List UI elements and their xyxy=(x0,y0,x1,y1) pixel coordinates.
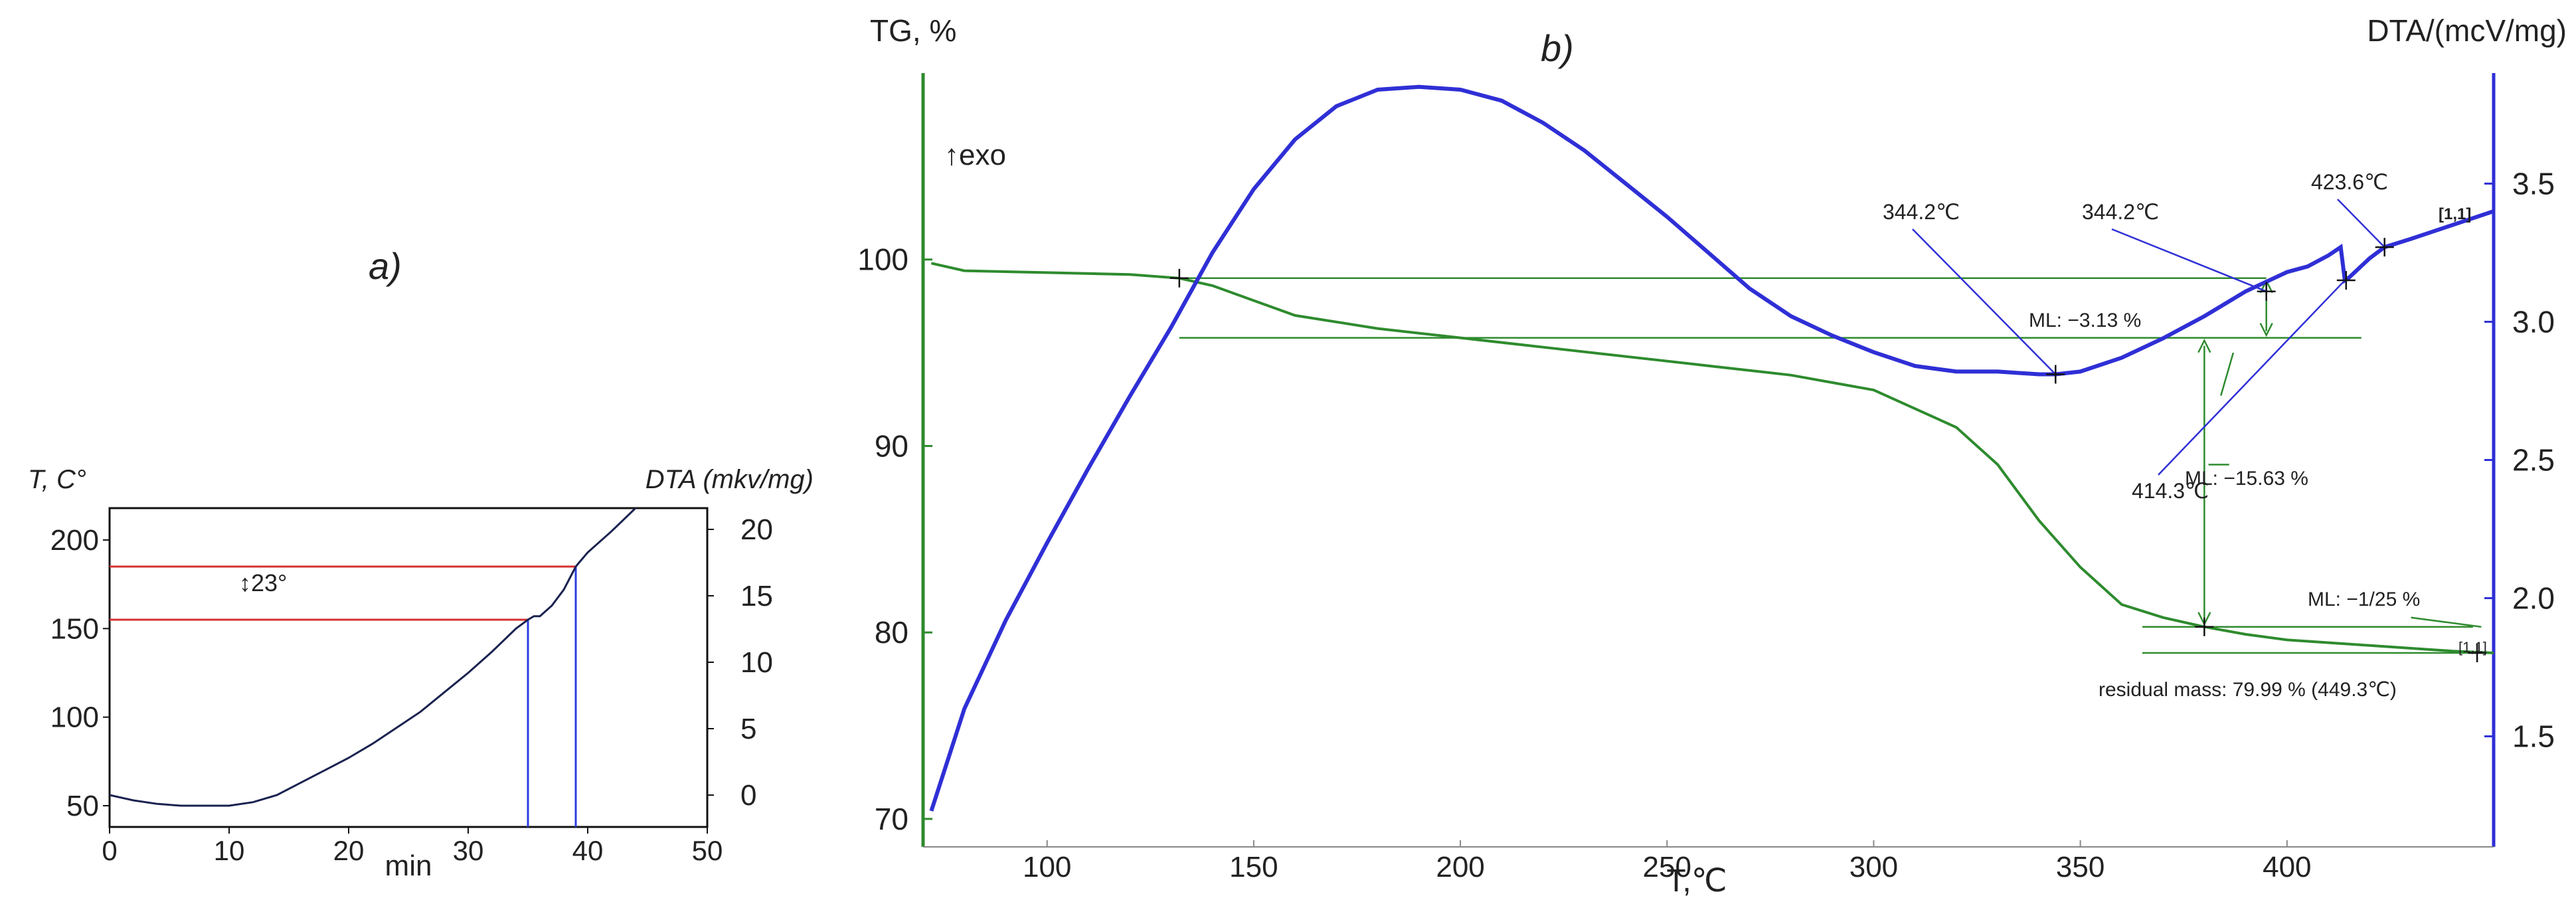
panel-a-label: a) xyxy=(369,245,402,287)
y2-tick-label: 3.5 xyxy=(2512,166,2555,201)
x-tick-label: 50 xyxy=(692,835,723,866)
annotation-bracket-tg: [1,1] xyxy=(2458,639,2487,656)
panel-a-left-axis-title: T, C° xyxy=(28,465,86,494)
x-tick-label: 100 xyxy=(1023,851,1071,883)
annotation-bracket-dta: [1,1] xyxy=(2439,205,2471,223)
x-tick-label: 20 xyxy=(333,835,365,866)
annotation-residual-mass: residual mass: 79.99 % (449.3℃) xyxy=(2099,679,2397,701)
y-tick-label: 70 xyxy=(875,802,908,836)
panel-a-x-ticks: 0 10 20 30 40 50 xyxy=(102,827,723,866)
panel-a-y-ticks: 50 100 150 200 xyxy=(50,524,110,822)
panel-b-tg-curve xyxy=(930,262,2494,654)
panel-b-left-axis-title: TG, % xyxy=(870,13,956,48)
y2-tick-label: 2.0 xyxy=(2512,581,2555,616)
y2-tick-label: 1.5 xyxy=(2512,719,2555,754)
panel-b-y-ticks: 70 80 90 100 xyxy=(857,242,932,836)
annotation-leader xyxy=(2158,280,2346,476)
annotation-423: 423.6℃ xyxy=(2311,170,2388,194)
y-tick-label: 150 xyxy=(50,612,99,645)
annotation-leader xyxy=(2337,199,2385,248)
x-tick-label: 250 xyxy=(1643,851,1691,883)
x-tick-label: 0 xyxy=(102,835,117,866)
panel-b-chart: TG, % b) DTA/(mcV/mg) ↑exo 100 150 200 250 3… xyxy=(857,13,2567,899)
panel-a-reference-lines xyxy=(110,565,576,621)
x-tick-label: 150 xyxy=(1229,851,1278,883)
panel-a-right-axis-title: DTA (mkv/mg) xyxy=(645,465,814,494)
y2-tick-label: 5 xyxy=(740,713,756,745)
panel-a-y2-ticks: 0 5 10 15 20 xyxy=(707,513,773,812)
panel-b-y2-ticks: 1.5 2.0 2.5 3.0 3.5 xyxy=(2484,166,2555,754)
panel-b-exo-label: ↑exo xyxy=(944,139,1006,171)
ml-arrow-head xyxy=(2259,323,2273,337)
y2-tick-label: 0 xyxy=(740,779,756,812)
panel-b-dta-curve xyxy=(929,84,2494,812)
annotation-344-b: 344.2℃ xyxy=(2082,200,2159,224)
y-tick-label: 100 xyxy=(857,242,908,277)
x-tick-label: 350 xyxy=(2056,851,2104,883)
panel-a-chart: a) T, C° DTA (mkv/mg) 0 10 20 30 40 50 501001… xyxy=(28,245,814,882)
x-tick-label: 30 xyxy=(453,835,484,866)
y-tick-label: 90 xyxy=(875,428,908,463)
x-tick-label: 200 xyxy=(1436,851,1484,883)
ml-pointer xyxy=(2220,352,2235,396)
panel-b-ml-guides xyxy=(1179,277,2494,654)
ml-pointer xyxy=(2411,616,2482,628)
x-tick-label: 40 xyxy=(572,835,604,866)
panel-b-right-axis-title: DTA/(mcV/mg) xyxy=(2367,13,2567,48)
annotation-ml-2: ML: −15.63 % xyxy=(2185,468,2308,490)
annotation-414: 414.3℃ xyxy=(2132,479,2209,503)
panel-b-x-axis-label: T,℃ xyxy=(1666,863,1727,899)
annotation-344-a: 344.2℃ xyxy=(1883,200,1960,224)
panel-a-temp-diff-label: ↕23° xyxy=(239,569,287,596)
panel-a-plot-frame xyxy=(108,507,709,828)
y-tick-label: 100 xyxy=(50,701,99,734)
temperature-series-line xyxy=(110,508,638,807)
panel-b-label: b) xyxy=(1541,27,1574,69)
panel-b-crosshair-markers xyxy=(1169,238,2487,663)
y2-tick-label: 2.5 xyxy=(2512,443,2555,478)
ml-arrow-head xyxy=(2197,338,2211,353)
y-tick-label: 80 xyxy=(875,615,908,650)
x-tick-label: 10 xyxy=(214,835,245,866)
panel-a-temperature-curve xyxy=(110,508,638,807)
annotation-leader xyxy=(2111,228,2267,292)
y2-tick-label: 15 xyxy=(740,580,773,612)
annotation-leader xyxy=(1912,228,2057,375)
annotation-ml-1: ML: −3.13 % xyxy=(2029,310,2141,331)
y-tick-label: 200 xyxy=(50,524,99,557)
x-tick-label: 400 xyxy=(2263,851,2311,883)
y-tick-label: 50 xyxy=(66,790,99,822)
panel-a-x-axis-label: min xyxy=(385,850,432,882)
y2-tick-label: 3.0 xyxy=(2512,304,2555,339)
tg-series-line xyxy=(930,262,2494,654)
panel-b-x-ticks: 100 150 200 250 300 350 400 xyxy=(1023,840,2312,883)
annotation-ml-3: ML: −1/25 % xyxy=(2308,588,2420,610)
panel-a-time-markers xyxy=(527,567,577,827)
y2-tick-label: 10 xyxy=(740,646,773,679)
dta-series-line xyxy=(929,84,2494,812)
y2-tick-label: 20 xyxy=(740,513,773,546)
x-tick-label: 300 xyxy=(1849,851,1898,883)
